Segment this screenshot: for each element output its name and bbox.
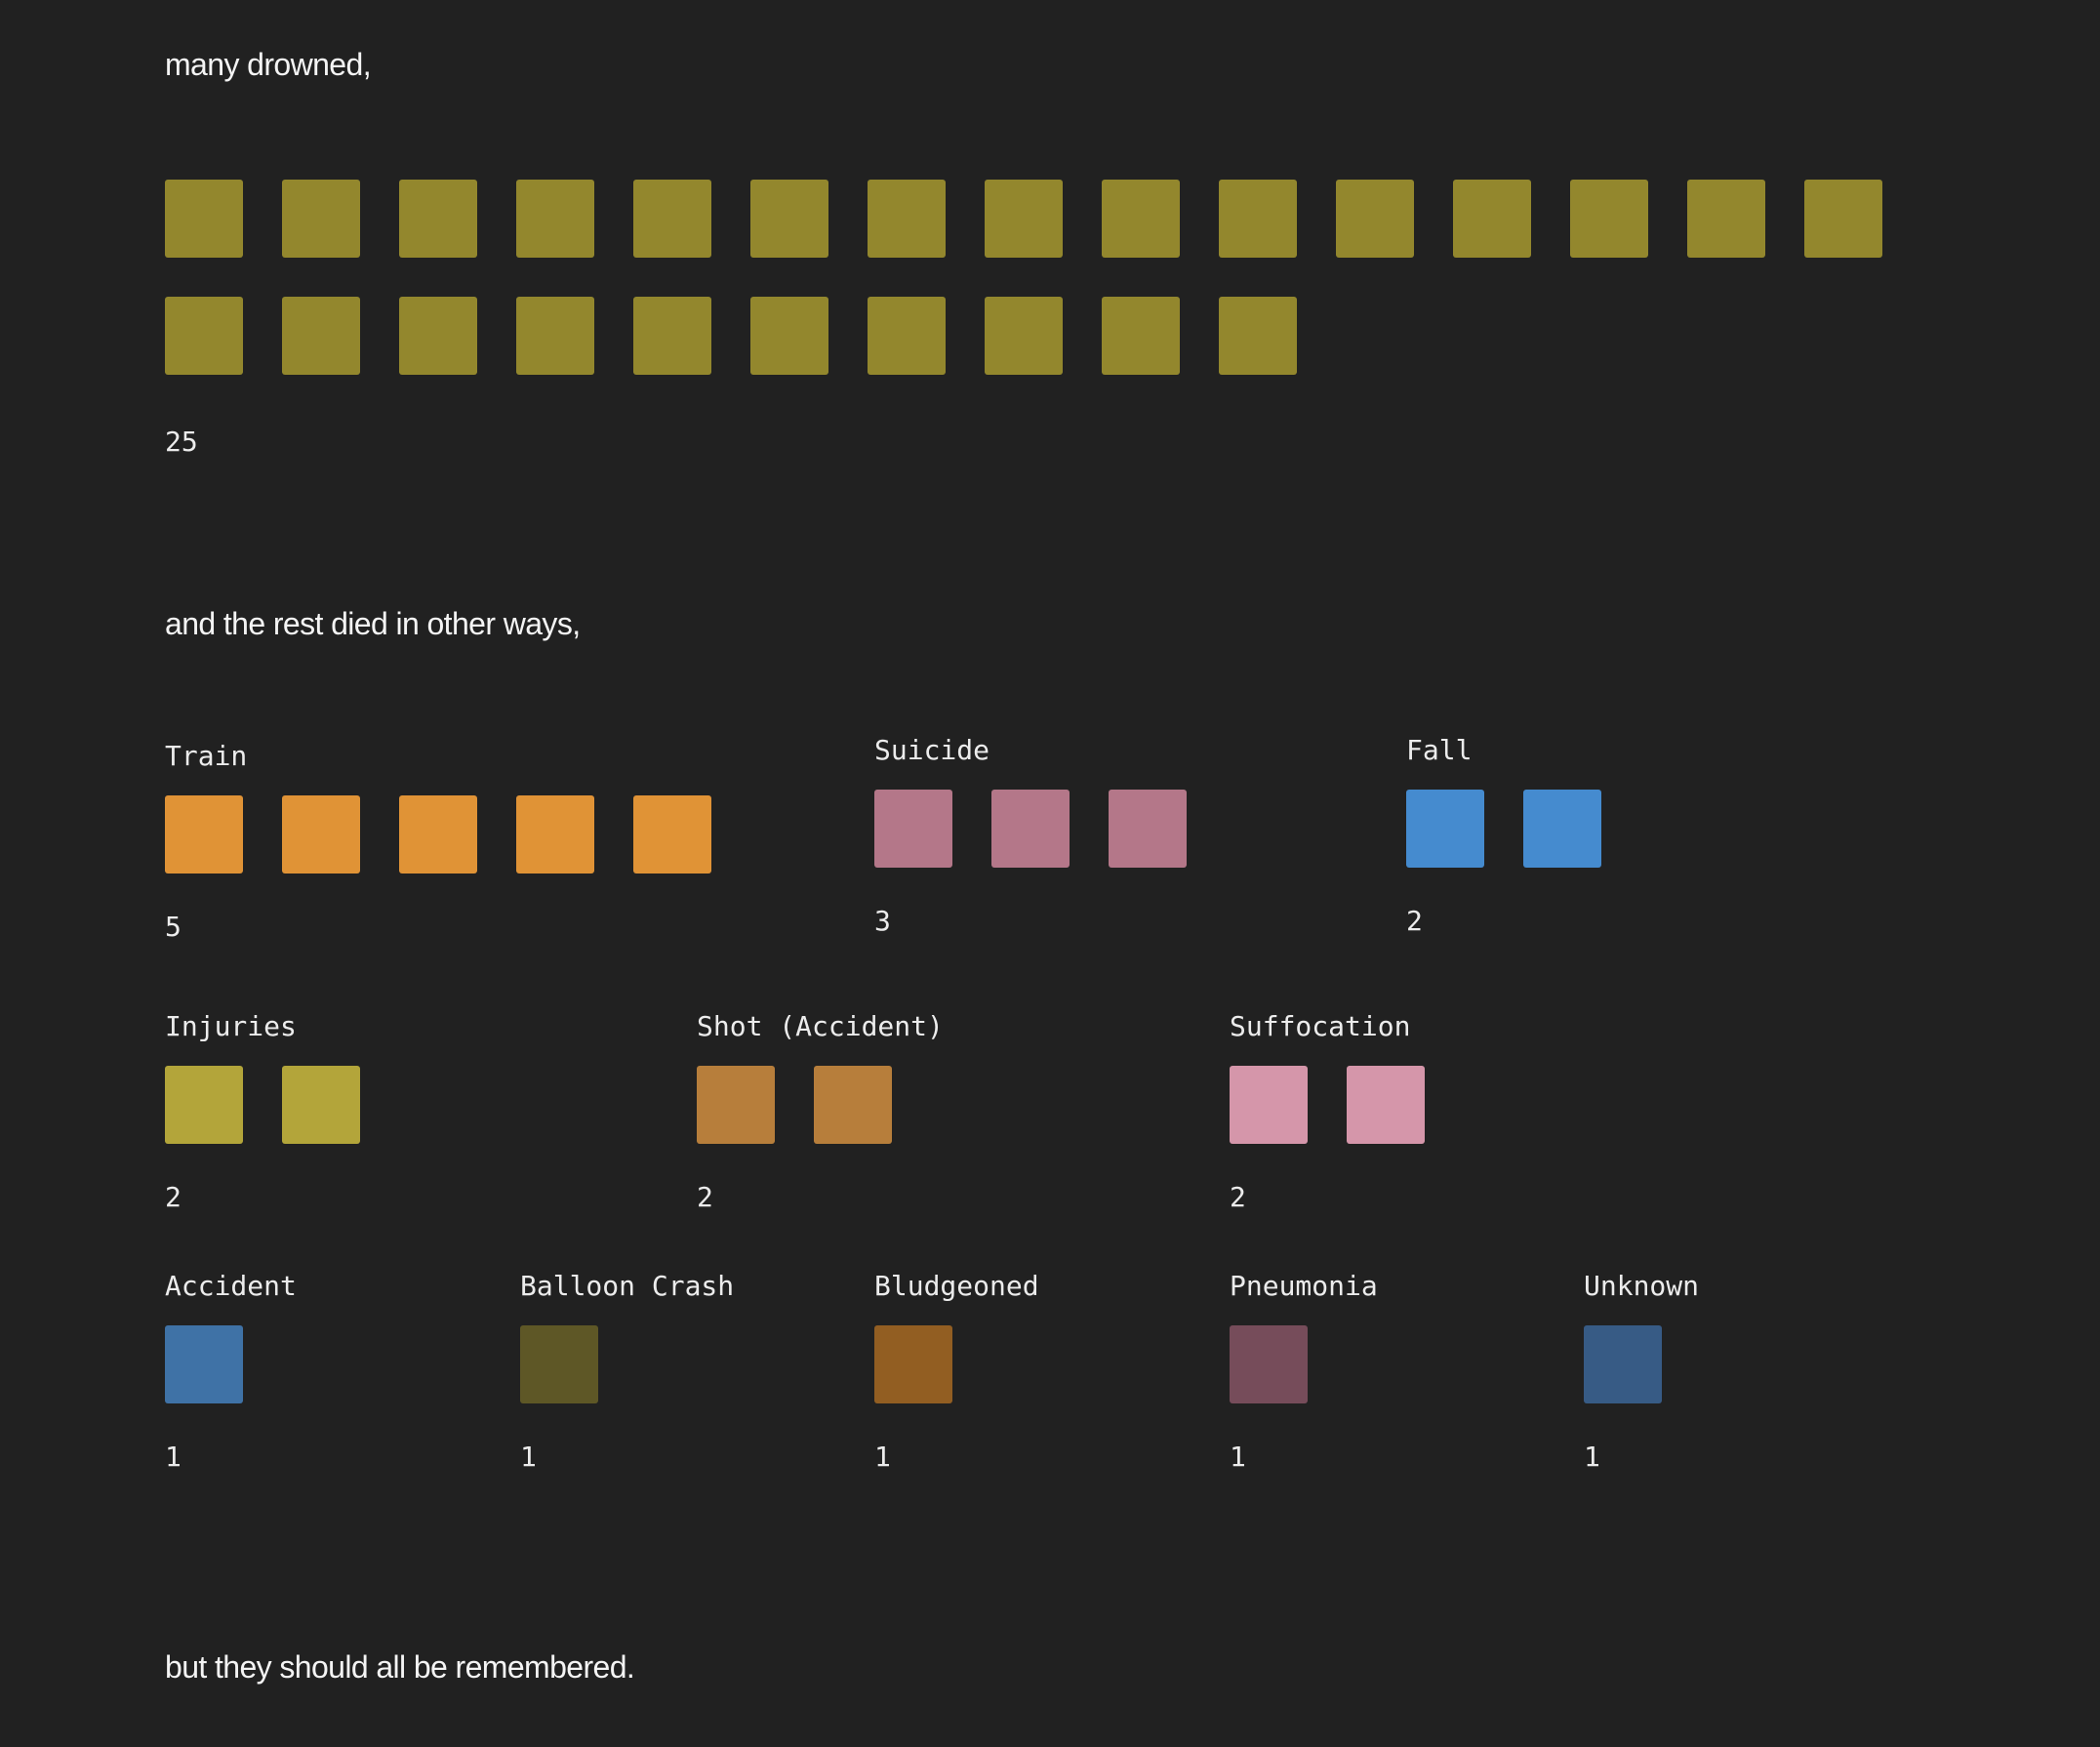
- drowned-square: [750, 180, 828, 258]
- cause-label: Accident: [165, 1270, 297, 1302]
- cause-square: [399, 795, 477, 874]
- drowned-square: [1102, 180, 1180, 258]
- cause-label: Bludgeoned: [874, 1270, 1039, 1302]
- cause-squares: [1584, 1325, 1701, 1403]
- drowned-waffle: 25: [165, 180, 1921, 457]
- cause-square: [814, 1066, 892, 1144]
- drowned-square: [633, 297, 711, 375]
- cause-label: Unknown: [1584, 1270, 1700, 1302]
- cause-squares: [1230, 1325, 1347, 1403]
- cause-squares: [165, 1066, 399, 1144]
- cause-count: 5: [165, 911, 182, 943]
- cause-group-shot-accident: Shot (Accident) 2: [697, 1012, 944, 1212]
- drowned-square: [868, 297, 946, 375]
- cause-label: Pneumonia: [1230, 1270, 1378, 1302]
- cause-group-accident: Accident 1: [165, 1272, 297, 1472]
- cause-square: [282, 1066, 360, 1144]
- cause-count: 1: [165, 1441, 182, 1473]
- narrative-drowned-intro: many drowned,: [165, 47, 372, 82]
- drowned-count: 25: [165, 426, 198, 458]
- drowned-squares: [165, 180, 1921, 375]
- cause-group-suffocation: Suffocation 2: [1230, 1012, 1464, 1212]
- cause-squares: [520, 1325, 637, 1403]
- drowned-square: [985, 297, 1063, 375]
- drowned-square: [282, 180, 360, 258]
- cause-square: [1109, 790, 1187, 868]
- cause-label: Balloon Crash: [520, 1270, 735, 1302]
- drowned-square: [399, 180, 477, 258]
- cause-square: [1230, 1066, 1308, 1144]
- cause-square: [516, 795, 594, 874]
- drowned-square: [868, 180, 946, 258]
- cause-count: 2: [1230, 1181, 1246, 1213]
- drowned-square: [985, 180, 1063, 258]
- cause-label: Injuries: [165, 1010, 297, 1042]
- cause-group-pneumonia: Pneumonia 1: [1230, 1272, 1378, 1472]
- cause-squares: [165, 795, 750, 874]
- cause-square: [165, 795, 243, 874]
- cause-square: [520, 1325, 598, 1403]
- cause-square: [874, 790, 952, 868]
- cause-square: [165, 1325, 243, 1403]
- drowned-square: [1687, 180, 1765, 258]
- cause-squares: [874, 1325, 991, 1403]
- cause-square: [1230, 1325, 1308, 1403]
- drowned-square: [516, 297, 594, 375]
- drowned-square: [282, 297, 360, 375]
- cause-group-balloon-crash: Balloon Crash 1: [520, 1272, 734, 1472]
- cause-group-bludgeoned: Bludgeoned 1: [874, 1272, 1039, 1472]
- cause-square: [1523, 790, 1601, 868]
- cause-group-injuries: Injuries 2: [165, 1012, 399, 1212]
- cause-label: Suffocation: [1230, 1010, 1411, 1042]
- cause-count: 1: [520, 1441, 537, 1473]
- cause-square: [165, 1066, 243, 1144]
- narrative-closing: but they should all be remembered.: [165, 1649, 635, 1685]
- cause-count: 3: [874, 905, 891, 937]
- cause-square: [282, 795, 360, 874]
- cause-label: Shot (Accident): [697, 1010, 944, 1042]
- narrative-rest-intro: and the rest died in other ways,: [165, 606, 581, 641]
- drowned-square: [399, 297, 477, 375]
- cause-group-fall: Fall 2: [1406, 736, 1640, 936]
- cause-squares: [165, 1325, 282, 1403]
- drowned-square: [165, 180, 243, 258]
- drowned-square: [1219, 297, 1297, 375]
- cause-square: [874, 1325, 952, 1403]
- cause-group-train: Train 5: [165, 742, 750, 942]
- cause-group-suicide: Suicide 3: [874, 736, 1226, 936]
- drowned-square: [633, 180, 711, 258]
- cause-squares: [874, 790, 1226, 868]
- cause-square: [633, 795, 711, 874]
- cause-squares: [697, 1066, 931, 1144]
- drowned-square: [1336, 180, 1414, 258]
- cause-square: [697, 1066, 775, 1144]
- cause-count: 1: [874, 1441, 891, 1473]
- cause-count: 2: [1406, 905, 1423, 937]
- drowned-square: [1219, 180, 1297, 258]
- cause-label: Train: [165, 740, 248, 772]
- cause-count: 2: [697, 1181, 713, 1213]
- cause-count: 1: [1230, 1441, 1246, 1473]
- drowned-square: [1453, 180, 1531, 258]
- cause-square: [1347, 1066, 1425, 1144]
- cause-square: [1584, 1325, 1662, 1403]
- cause-count: 2: [165, 1181, 182, 1213]
- cause-square: [1406, 790, 1484, 868]
- cause-label: Suicide: [874, 734, 990, 766]
- drowned-square: [516, 180, 594, 258]
- drowned-square: [1102, 297, 1180, 375]
- drowned-square: [750, 297, 828, 375]
- cause-squares: [1230, 1066, 1464, 1144]
- cause-squares: [1406, 790, 1640, 868]
- drowned-square: [1570, 180, 1648, 258]
- drowned-square: [1804, 180, 1882, 258]
- cause-group-unknown: Unknown 1: [1584, 1272, 1701, 1472]
- cause-label: Fall: [1406, 734, 1473, 766]
- drowned-square: [165, 297, 243, 375]
- cause-square: [991, 790, 1070, 868]
- cause-count: 1: [1584, 1441, 1600, 1473]
